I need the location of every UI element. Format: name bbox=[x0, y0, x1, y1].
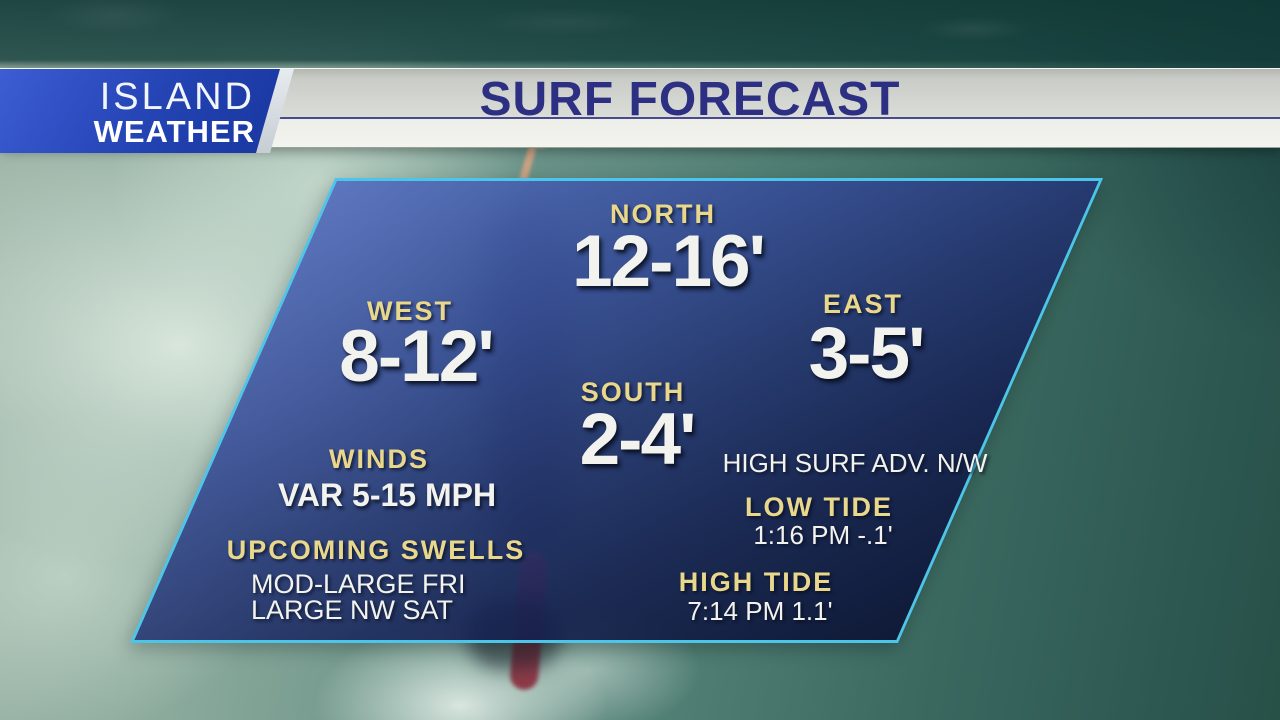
direction-label-west: WEST bbox=[367, 296, 453, 326]
direction-label-north: NORTH bbox=[610, 199, 716, 229]
surf-height-south: 2-4' bbox=[579, 399, 697, 480]
high-tide-label: HIGH TIDE bbox=[678, 567, 834, 597]
brand-line-island: ISLAND bbox=[99, 76, 255, 118]
winds-value: VAR 5-15 MPH bbox=[277, 477, 497, 513]
surf-height-west: 8-12' bbox=[339, 316, 494, 397]
brand-line-weather: WEATHER bbox=[93, 114, 255, 149]
upcoming-swells-label: UPCOMING SWELLS bbox=[226, 535, 526, 565]
direction-label-east: EAST bbox=[822, 289, 903, 319]
high-surf-advisory: HIGH SURF ADV. N/W bbox=[722, 448, 988, 478]
winds-label: WINDS bbox=[329, 444, 429, 474]
header-divider-line bbox=[0, 117, 1280, 119]
swell-line-2: LARGE NW SAT bbox=[251, 595, 454, 625]
page-title: SURF FORECAST bbox=[479, 73, 901, 126]
swell-line-1: MOD-LARGE FRI bbox=[251, 569, 466, 599]
low-tide-value: 1:16 PM -.1' bbox=[753, 520, 893, 550]
surf-height-east: 3-5' bbox=[808, 313, 926, 394]
station-logo: ISLAND WEATHER bbox=[0, 69, 280, 153]
low-tide-label: LOW TIDE bbox=[745, 492, 893, 522]
header-bar: SURF FORECAST ISLAND WEATHER bbox=[0, 68, 1280, 148]
high-tide-value: 7:14 PM 1.1' bbox=[687, 596, 833, 626]
surf-height-north: 12-16' bbox=[571, 221, 766, 302]
direction-label-south: SOUTH bbox=[580, 377, 686, 407]
